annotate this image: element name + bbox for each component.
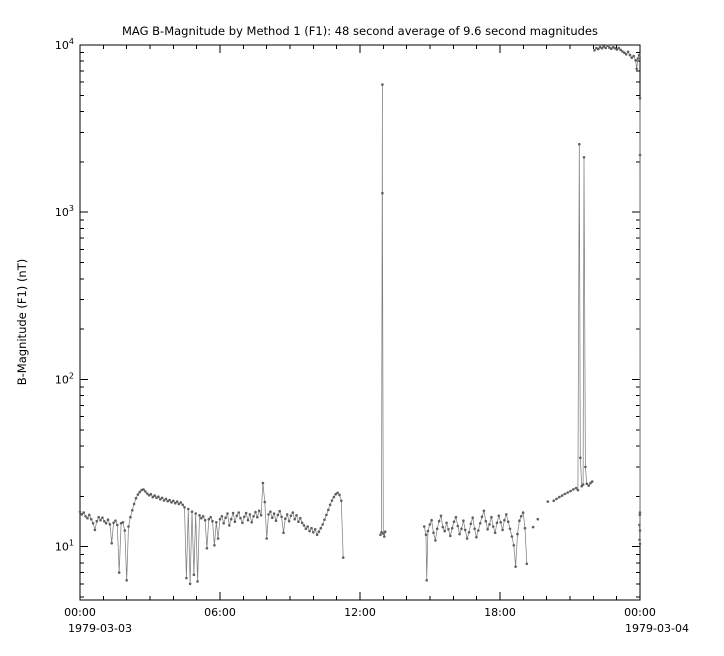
svg-text:06:00: 06:00 xyxy=(204,606,236,619)
x-axis-date-start: 1979-03-03 xyxy=(68,622,132,635)
x-axis-tick-labels: 00:00 06:00 12:00 18:00 00:00 xyxy=(64,606,656,619)
x-axis-date-end: 1979-03-04 xyxy=(625,622,689,635)
svg-text:12:00: 12:00 xyxy=(344,606,376,619)
svg-text:102: 102 xyxy=(55,371,74,386)
chart-title: MAG B-Magnitude by Method 1 (F1): 48 sec… xyxy=(122,24,598,38)
svg-text:103: 103 xyxy=(55,204,74,219)
y-axis-tick-labels: 101 102 103 104 xyxy=(55,37,74,554)
svg-text:101: 101 xyxy=(55,539,74,554)
svg-text:104: 104 xyxy=(55,37,74,52)
svg-text:00:00: 00:00 xyxy=(64,606,96,619)
svg-text:00:00: 00:00 xyxy=(624,606,656,619)
x-axis-ticks xyxy=(79,45,641,600)
y-axis-ticks xyxy=(80,44,640,598)
svg-text:18:00: 18:00 xyxy=(484,606,516,619)
data-series xyxy=(78,44,642,586)
plot-box xyxy=(79,44,641,601)
